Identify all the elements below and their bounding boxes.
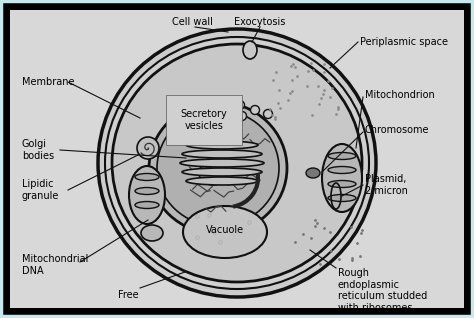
Ellipse shape	[135, 174, 159, 181]
Ellipse shape	[328, 195, 356, 202]
Ellipse shape	[182, 150, 262, 158]
Ellipse shape	[183, 206, 267, 258]
Ellipse shape	[186, 177, 258, 185]
Ellipse shape	[264, 109, 273, 119]
Ellipse shape	[306, 168, 320, 178]
Text: Golgi
bodies: Golgi bodies	[22, 139, 54, 161]
Ellipse shape	[112, 44, 362, 282]
Ellipse shape	[135, 188, 159, 195]
Text: Membrane: Membrane	[22, 77, 74, 87]
Ellipse shape	[180, 159, 264, 167]
Ellipse shape	[157, 110, 279, 226]
Text: Plasmid,
2 micron: Plasmid, 2 micron	[365, 174, 408, 196]
Ellipse shape	[322, 144, 362, 212]
Text: Exocytosis: Exocytosis	[234, 17, 286, 27]
Ellipse shape	[135, 202, 159, 209]
Ellipse shape	[237, 112, 246, 121]
Ellipse shape	[137, 137, 159, 159]
Ellipse shape	[328, 181, 356, 188]
Text: Lipidic
granule: Lipidic granule	[22, 179, 59, 201]
Ellipse shape	[199, 161, 227, 185]
Ellipse shape	[236, 100, 245, 109]
Text: Periplasmic space: Periplasmic space	[360, 37, 448, 47]
Text: Vacuole: Vacuole	[206, 225, 244, 235]
Text: Mitochondrion: Mitochondrion	[365, 90, 435, 100]
Ellipse shape	[141, 225, 163, 241]
Ellipse shape	[98, 29, 376, 297]
Text: Mitochondrial
DNA: Mitochondrial DNA	[22, 254, 88, 276]
Ellipse shape	[243, 41, 257, 59]
Ellipse shape	[224, 107, 233, 116]
Ellipse shape	[105, 37, 369, 289]
Ellipse shape	[129, 166, 165, 224]
Ellipse shape	[210, 114, 219, 122]
Ellipse shape	[186, 141, 258, 149]
Text: Chromosome: Chromosome	[365, 125, 429, 135]
Text: Free: Free	[118, 290, 138, 300]
Text: Rough
endoplasmic
reticulum studded
with ribosomes: Rough endoplasmic reticulum studded with…	[338, 268, 427, 313]
Text: Cell wall: Cell wall	[172, 17, 212, 27]
Ellipse shape	[182, 168, 262, 176]
Ellipse shape	[328, 153, 356, 160]
Ellipse shape	[328, 167, 356, 174]
Ellipse shape	[250, 106, 259, 114]
Ellipse shape	[149, 102, 287, 234]
Text: Secretory
vesicles: Secretory vesicles	[181, 109, 228, 131]
